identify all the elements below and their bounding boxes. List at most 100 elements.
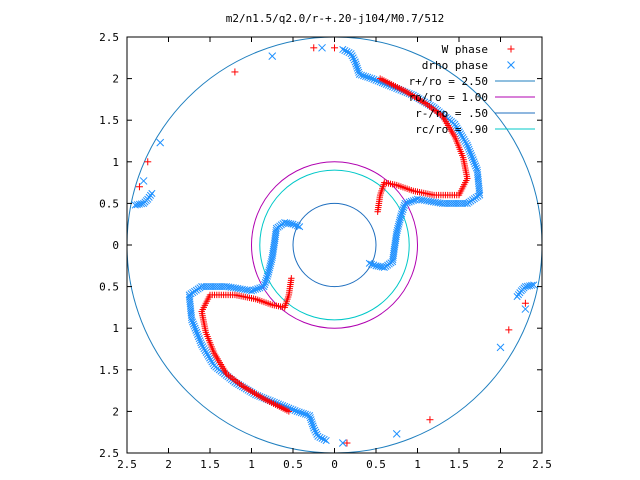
arm-2-point-83 [190,322,198,330]
arm-0-point-76 [465,145,473,153]
legend-label-3: ro/ro = 1.00 [409,91,488,104]
legend-label-5: rc/ro = .90 [415,123,488,136]
arm-0-point-80 [468,154,476,162]
series-0-point-3 [310,44,318,52]
x-tick-label-0: 2.5 [117,458,137,471]
arm-2-point-71 [201,346,209,355]
axis-ticks: 2.52.5221.51.5110.50.5000.50.5111.51.522… [99,31,552,471]
arm-0-point-16 [359,72,368,80]
arm-0-point-20 [368,75,376,83]
arm-2-point-166 [283,219,291,227]
arm-2-point-96 [185,293,194,301]
arm-2-point-172 [296,223,304,231]
arm-2-point-141 [266,264,274,272]
arm-0-point-73 [462,139,470,147]
arm-1-point-121 [374,208,381,215]
arm-0-point-138 [397,212,405,220]
arm-2-point-128 [252,285,260,293]
arm-2-point-126 [247,287,256,295]
arm-2-point-63 [210,362,218,370]
arm-0-point-135 [399,206,407,214]
legend-label-4: r-/ro = .50 [415,107,488,120]
arm-2-point-5 [313,430,321,438]
arm-2-point-64 [209,360,217,368]
legend-label-1: drho phase [422,59,488,72]
series-0-point-7 [505,326,513,334]
arm-0-point-130 [405,198,413,206]
y-tick-label-5: 0 [112,239,119,252]
arm-2-point-82 [191,324,199,332]
arm-2-point-79 [193,330,202,338]
arm-5-point-3 [523,282,532,290]
legend: W phase drho phase r+/ro = 2.50 ro/ro = 1.0… [409,43,535,136]
arm-2-point-137 [263,272,271,280]
legend-marker-0 [507,45,515,53]
arm-2-point-81 [192,326,200,334]
x-tick-label-5: 0 [331,458,338,471]
arm-2-point-65 [208,358,216,366]
arm-2-point-129 [254,285,262,293]
arm-5-point-2 [525,282,534,290]
arm-0-point-18 [364,73,372,81]
arm-0-point-67 [455,128,463,136]
arm-0-point-169 [372,262,380,270]
arm-2-point-15 [303,411,312,419]
arm-0-point-81 [469,156,477,164]
arm-2-point-68 [204,352,213,360]
arm-2-point-139 [265,268,273,276]
arm-0-point-84 [472,162,480,170]
arm-2-point-78 [194,332,202,341]
arm-0-point-68 [456,130,465,138]
arm-0-point-1 [341,46,349,55]
arm-0-point-9 [352,60,360,68]
arm-2-point-20 [293,407,301,415]
arm-2-point-140 [265,266,273,274]
arm-0-point-129 [407,197,415,205]
y-tick-label-0: 2.5 [99,447,119,460]
arm-0-point-66 [454,126,462,134]
arm-2-point-21 [291,407,299,415]
arm-0-point-2 [343,48,351,56]
y-tick-label-7: 1 [112,156,119,169]
x-tick-label-6: 0.5 [366,458,386,471]
arm-2-point-85 [189,318,197,326]
arm-2-point-77 [195,335,203,343]
arm-0-point-127 [411,196,419,204]
arm-2-point-18 [297,409,305,417]
arm-2-point-1 [320,435,328,444]
arm-0-point-77 [466,147,474,155]
series-0-point-0 [231,68,239,76]
arm-2-point-66 [207,356,215,364]
series-0-point-4 [331,44,338,52]
arm-2-point-130 [256,284,264,292]
arm-4-point-0 [131,201,139,209]
x-tick-label-4: 0.5 [283,458,303,471]
arm-0-point-17 [362,72,370,81]
arm-2-point-142 [266,262,274,270]
arm-2-point-11 [308,418,316,426]
arm-2-point-159 [272,226,280,234]
arm-4-point-1 [133,201,141,209]
arm-0-point-141 [395,218,403,226]
series-1-point-1 [156,138,165,147]
y-tick-label-3: 1 [112,322,119,335]
arm-0-point-136 [398,208,406,216]
arm-0-point-166 [378,263,386,271]
y-tick-label-6: 0.5 [99,197,119,210]
series-1-point-3 [318,43,326,52]
arm-0-point-5 [348,52,356,60]
arm-0-point-72 [461,137,469,145]
arm-4-point-2 [135,200,144,208]
arm-4-point-10 [148,189,156,197]
arm-0-point-71 [460,135,468,144]
arm-0-point-145 [393,226,401,234]
arm-2-point-17 [299,409,307,418]
y-tick-label-1: 2 [112,405,119,418]
arm-0-point-74 [463,141,471,149]
legend-label-2: r+/ro = 2.50 [409,75,488,88]
arm-0-point-11 [353,64,361,72]
arm-0-point-78 [467,149,475,158]
arm-0-point-137 [398,210,406,218]
arm-2-point-144 [267,258,275,266]
